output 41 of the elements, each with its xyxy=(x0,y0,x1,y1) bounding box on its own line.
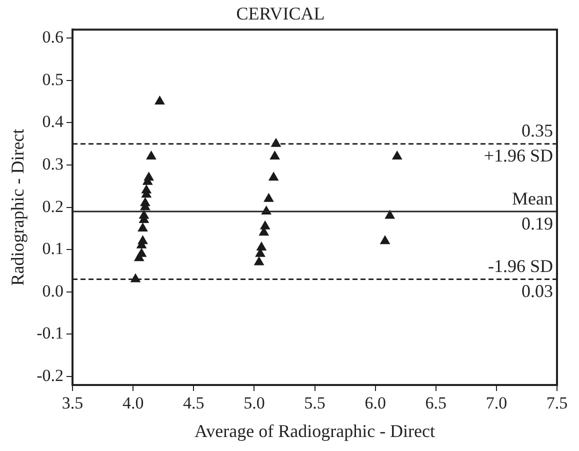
x-tick-label: 6.5 xyxy=(425,394,447,413)
y-tick-label: 0.0 xyxy=(42,281,64,300)
point xyxy=(260,220,270,230)
point xyxy=(380,236,390,244)
x-tick-label: 5.0 xyxy=(244,394,265,413)
x-tick-label: 3.5 xyxy=(62,394,84,413)
point xyxy=(271,138,281,147)
point xyxy=(268,172,278,181)
y-tick-label: 0.3 xyxy=(42,154,64,174)
x-tick-label: 4.0 xyxy=(122,394,144,413)
ref-line-label: +1.96 SD xyxy=(484,146,553,166)
point xyxy=(254,256,264,266)
y-tick-label: 0.5 xyxy=(42,70,64,89)
y-tick-label: 0.4 xyxy=(42,112,64,132)
y-tick-label: 0.1 xyxy=(42,239,64,258)
point xyxy=(270,151,280,160)
point xyxy=(264,193,274,202)
point xyxy=(138,222,148,232)
x-axis-title: Average of Radiographic - Direct xyxy=(194,420,436,441)
point xyxy=(154,96,165,105)
chart-title: CERVICAL xyxy=(236,4,325,24)
annotation: 0.03 xyxy=(522,280,553,301)
x-tick-label: 7.0 xyxy=(486,394,508,413)
y-tick-label: -0.2 xyxy=(36,366,64,386)
y-tick-label: -0.1 xyxy=(36,324,64,343)
point xyxy=(392,151,402,160)
y-tick-label: 0.6 xyxy=(42,28,64,47)
x-tick-label: 5.5 xyxy=(304,394,326,413)
y-tick-label: 0.2 xyxy=(42,196,64,216)
x-tick-label: 6.0 xyxy=(364,394,386,413)
point xyxy=(256,242,266,250)
point xyxy=(134,252,144,262)
ref-line-label: -1.96 SD xyxy=(488,256,553,276)
annotation: 0.19 xyxy=(522,213,553,234)
y-axis-title: Radiographic - Direct xyxy=(8,128,28,286)
ref-line-label: Mean xyxy=(512,188,553,208)
point xyxy=(385,210,395,219)
x-tick-label: 7.5 xyxy=(546,394,568,413)
annotation: 0.35 xyxy=(522,120,553,141)
x-tick-label: 4.5 xyxy=(183,394,204,413)
point xyxy=(146,151,156,160)
